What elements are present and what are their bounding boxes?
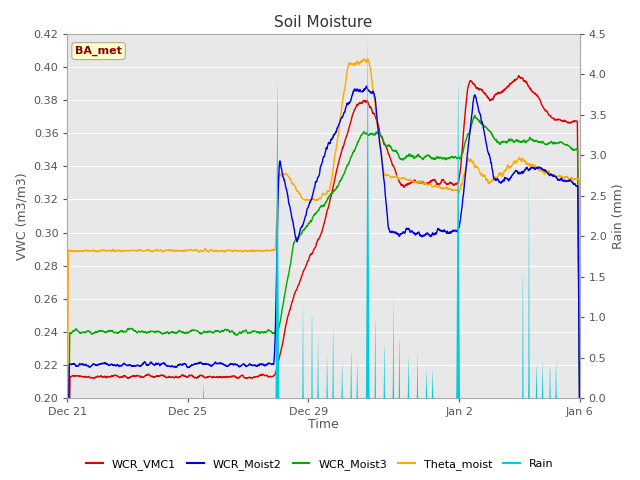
Title: Soil Moisture: Soil Moisture: [275, 15, 372, 30]
Y-axis label: VWC (m3/m3): VWC (m3/m3): [15, 172, 28, 260]
X-axis label: Time: Time: [308, 419, 339, 432]
Text: BA_met: BA_met: [75, 46, 122, 56]
Legend: WCR_VMC1, WCR_Moist2, WCR_Moist3, Theta_moist, Rain: WCR_VMC1, WCR_Moist2, WCR_Moist3, Theta_…: [82, 455, 558, 474]
Y-axis label: Rain (mm): Rain (mm): [612, 183, 625, 249]
